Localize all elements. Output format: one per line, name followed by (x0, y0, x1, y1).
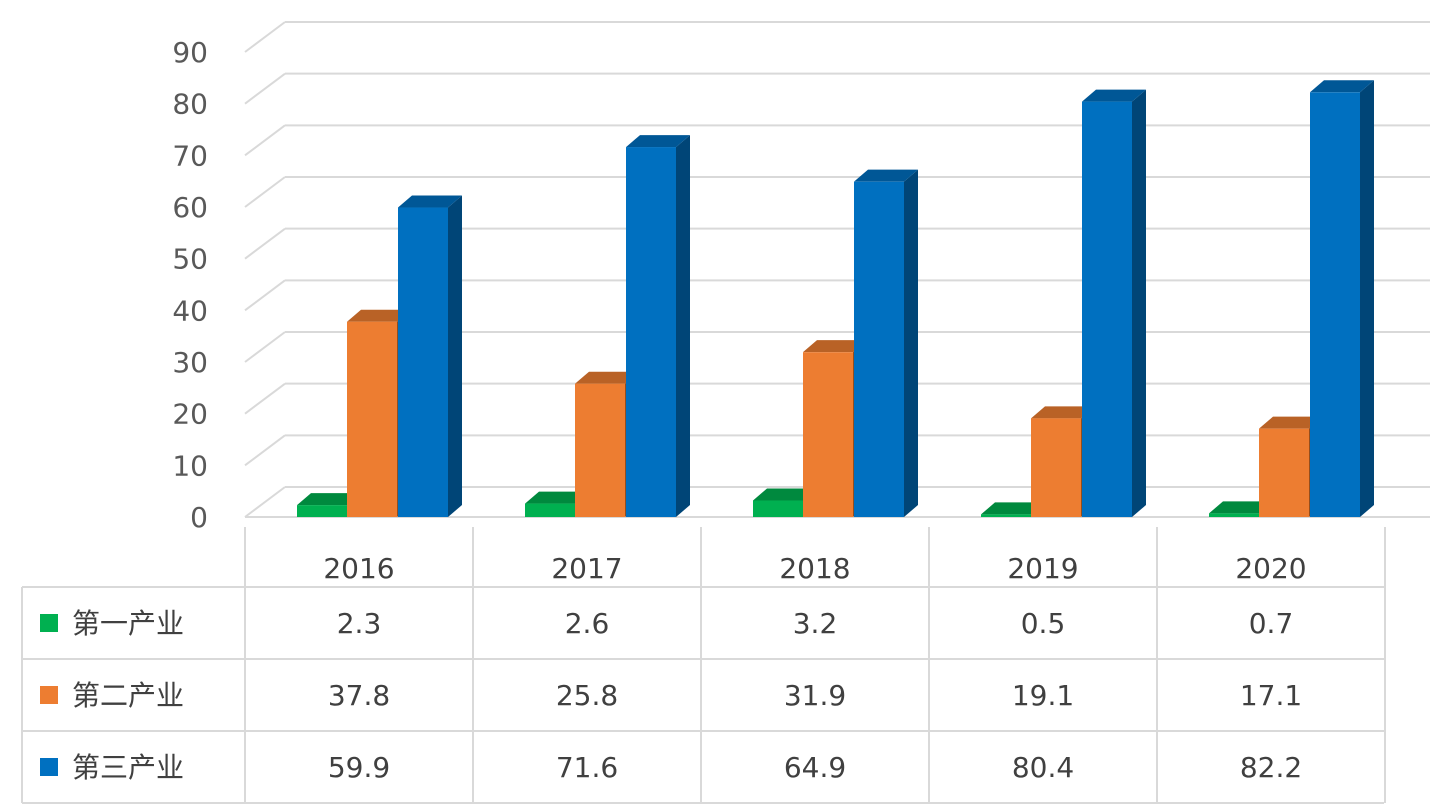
bar-top (1259, 416, 1323, 429)
bar-front (981, 514, 1031, 517)
y-tick-label: 70 (172, 139, 208, 172)
x-tick-label: 2019 (1007, 552, 1078, 585)
bar-front (854, 181, 904, 517)
bar-side (904, 169, 918, 517)
bar-front (1082, 101, 1132, 517)
series-name: 第三产业 (72, 751, 184, 784)
data-label: 80.4 (1012, 751, 1074, 784)
gridline-diagonal (244, 124, 286, 157)
bar-top (854, 169, 918, 182)
data-label: 82.2 (1240, 751, 1302, 784)
bar-front (753, 500, 803, 517)
bar-side (1132, 89, 1146, 517)
bar-front (347, 321, 397, 517)
bar-top (753, 488, 817, 501)
data-label: 64.9 (784, 751, 846, 784)
y-tick-label: 80 (172, 88, 208, 121)
bar-top (1082, 89, 1146, 102)
bar-top (626, 135, 690, 148)
data-table: 2016 2017 2018 2019 2020 第一产业 2.3 2.6 3.2 0.5 0.7 第… (21, 527, 1386, 804)
y-tick-label: 50 (172, 243, 208, 276)
bar-front (1209, 513, 1259, 517)
data-label: 3.2 (793, 607, 838, 640)
data-label: 0.5 (1021, 607, 1066, 640)
y-tick-label: 10 (172, 449, 208, 482)
data-label: 17.1 (1240, 679, 1302, 712)
bar (854, 169, 918, 517)
gridline-diagonal (244, 382, 286, 415)
data-label: 2.6 (565, 607, 610, 640)
data-label: 37.8 (328, 679, 390, 712)
bar-side (448, 195, 462, 517)
y-tick-label: 0 (190, 501, 208, 534)
bar-top (1209, 501, 1273, 514)
bar-top (1310, 80, 1374, 93)
y-tick-label: 20 (172, 398, 208, 431)
bar-front (803, 352, 853, 517)
bar (1082, 89, 1146, 517)
bar-front (626, 147, 676, 518)
y-tick-label: 30 (172, 346, 208, 379)
bars (297, 80, 1374, 518)
bar (626, 135, 690, 518)
x-tick-label: 2020 (1235, 552, 1306, 585)
data-label: 31.9 (784, 679, 846, 712)
bar-top (803, 340, 867, 353)
gridline-diagonal (244, 21, 286, 53)
bar-front (575, 383, 625, 517)
bar-side (676, 135, 690, 518)
y-tick-label: 60 (172, 191, 208, 224)
y-tick-label: 40 (172, 294, 208, 327)
bar-front (525, 503, 575, 517)
bar-top (398, 195, 462, 208)
bar-top (575, 371, 639, 384)
bar-top (525, 491, 589, 504)
x-tick-label: 2018 (779, 552, 850, 585)
legend-key (40, 758, 58, 776)
bar (1310, 80, 1374, 518)
bar-front (297, 505, 347, 517)
gridline-diagonal (244, 486, 286, 518)
bar-top (1031, 406, 1095, 419)
data-label: 25.8 (556, 679, 618, 712)
bar-front (1310, 92, 1360, 518)
bar (398, 195, 462, 517)
bar-front (1031, 418, 1081, 517)
data-label: 19.1 (1012, 679, 1074, 712)
y-axis: 0 10 20 30 40 50 60 70 80 90 (172, 36, 208, 534)
x-tick-label: 2016 (323, 552, 394, 585)
gridline-diagonal (244, 176, 286, 208)
bar-top (347, 309, 411, 322)
series-name: 第一产业 (72, 607, 184, 640)
gridline-diagonal (244, 331, 286, 363)
bar-top (297, 493, 361, 506)
gridline-diagonal (244, 434, 286, 467)
data-label: 71.6 (556, 751, 618, 784)
data-label: 59.9 (328, 751, 390, 784)
data-label: 2.3 (337, 607, 382, 640)
gridline-diagonal (244, 227, 286, 260)
bar-front (1259, 428, 1309, 517)
legend-key (40, 686, 58, 704)
x-tick-label: 2017 (551, 552, 622, 585)
y-tick-label: 90 (172, 36, 208, 69)
bar-top (981, 502, 1045, 515)
bar-front (398, 207, 448, 517)
bar-side (1360, 80, 1374, 518)
series-name: 第二产业 (72, 679, 184, 712)
data-label: 0.7 (1249, 607, 1294, 640)
gridline-diagonal (244, 279, 286, 312)
gridline-diagonal (244, 72, 286, 105)
legend-key (40, 614, 58, 632)
